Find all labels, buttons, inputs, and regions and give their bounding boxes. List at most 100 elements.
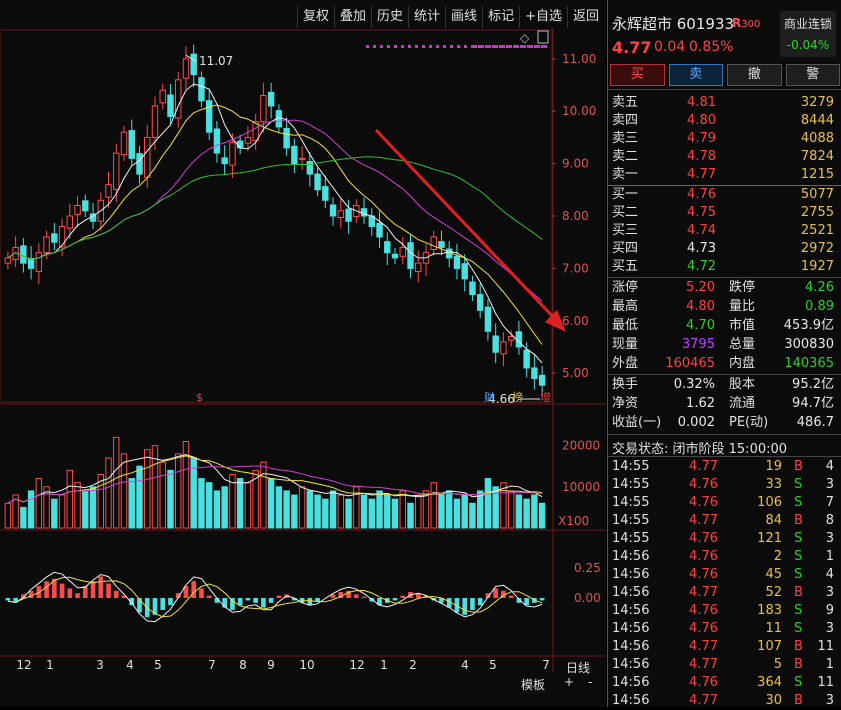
tick-count: 3	[825, 531, 834, 546]
total-volume-value: 300830	[784, 337, 834, 352]
volume-bar	[175, 453, 182, 529]
mark-button[interactable]: 标记	[482, 6, 519, 28]
r-tag-number: 300	[741, 19, 761, 30]
sector-box[interactable]: 商业连锁 -0.04%	[780, 11, 836, 57]
macd-bar	[90, 581, 96, 598]
tick-volume: 5	[773, 657, 782, 672]
zoom-in-button[interactable]: +	[564, 675, 575, 689]
macd-bar	[292, 598, 297, 601]
event-marker: 增	[540, 390, 551, 404]
price-change-pct: 0.85%	[689, 39, 734, 55]
volume-bar	[384, 494, 391, 529]
candle-body	[27, 257, 35, 269]
buy-button[interactable]: 买	[610, 64, 665, 86]
low-value: 4.70	[686, 318, 715, 333]
template-button[interactable]: 模板	[521, 678, 546, 692]
candle-body	[492, 335, 499, 353]
bid-label: 买五	[612, 259, 639, 274]
candle-body	[376, 222, 383, 238]
volume-bar	[353, 486, 360, 529]
volume-bar	[407, 502, 414, 529]
macd-bar	[539, 598, 545, 601]
ask-volume: 8444	[800, 113, 834, 128]
price-tick-label: 10.00	[562, 104, 596, 118]
candle-body	[128, 130, 135, 159]
tick-row: 14:56 4.77 52 B 3	[608, 584, 841, 602]
sell-button[interactable]: 卖	[668, 64, 723, 86]
volume-bar	[58, 494, 66, 529]
back-button[interactable]: 返回	[566, 6, 604, 28]
period-label[interactable]: 日线	[566, 661, 591, 675]
tick-direction: B	[794, 693, 803, 708]
candle-body	[399, 246, 406, 257]
candle-body	[461, 263, 468, 280]
fuquan-button[interactable]: 复权	[296, 6, 334, 28]
ask-volume: 3279	[800, 95, 834, 110]
indicator-dot	[380, 45, 383, 48]
macd-bar	[245, 598, 251, 601]
volume-bar	[12, 494, 19, 529]
candle-body	[105, 184, 112, 198]
indicator-dot	[436, 45, 439, 48]
ask-row: 卖四 4.80 8444	[608, 112, 841, 130]
volume-bar	[314, 494, 321, 529]
limit-down-value: 4.26	[805, 280, 834, 295]
tick-time: 14:56	[612, 693, 650, 708]
outer-value: 160465	[665, 356, 715, 371]
history-button[interactable]: 历史	[371, 6, 408, 28]
bid-price: 4.74	[687, 223, 716, 238]
indicator-dot	[387, 45, 390, 48]
tick-direction: S	[794, 567, 803, 582]
tick-count: 8	[825, 513, 834, 528]
zoom-out-button[interactable]: -	[588, 675, 593, 689]
volume-bar	[120, 453, 128, 529]
add-watchlist-button[interactable]: +自选	[519, 6, 567, 28]
volume-bar	[74, 482, 81, 529]
ask-row: 卖一 4.77 1215	[608, 166, 841, 184]
macd-bar	[524, 598, 529, 606]
candle-body	[391, 253, 399, 259]
macd-bar	[82, 586, 88, 598]
tick-row: 14:56 4.77 5 B 1	[608, 656, 841, 674]
cancel-order-button[interactable]: 撤	[727, 64, 782, 86]
statistics-button[interactable]: 统计	[408, 6, 445, 28]
alert-button[interactable]: 警	[785, 64, 840, 86]
indicator-dot	[443, 45, 446, 48]
indicator-dot	[534, 45, 540, 48]
inner-value: 140365	[784, 356, 834, 371]
overlay-button[interactable]: 叠加	[334, 6, 371, 28]
high-pointer	[185, 54, 197, 62]
dif-line	[7, 571, 543, 623]
volume-bar	[35, 478, 43, 529]
macd-bar	[28, 590, 34, 598]
chart-area[interactable]: 11.07 4.66 ◇ $ 财榜增 11.00 10.00 9.00 8.00 7.00 6.0…	[0, 0, 606, 707]
macd-bar	[230, 598, 235, 610]
candle-body	[74, 205, 81, 215]
candle-body	[291, 145, 298, 165]
candle-body	[345, 208, 352, 222]
candle-body	[229, 142, 236, 166]
macd-bar	[75, 593, 80, 598]
macd-bar	[106, 583, 111, 598]
candle-body	[469, 281, 476, 296]
price-tick-label: 6.00	[562, 314, 589, 328]
macd-bar	[392, 598, 398, 601]
macd-bar	[508, 595, 514, 598]
bid-volume: 5077	[800, 187, 834, 202]
bid-row: 买三 4.74 2521	[608, 222, 841, 240]
month-label: 1	[380, 658, 388, 672]
month-label: 9	[267, 658, 275, 672]
candle-body	[190, 53, 197, 76]
tick-volume: 11	[765, 621, 782, 636]
volume-bar	[20, 506, 27, 529]
draw-line-button[interactable]: 画线	[445, 6, 482, 28]
indicator-dot	[520, 45, 526, 48]
indicator-dot	[415, 45, 418, 48]
tick-time: 14:55	[612, 531, 650, 546]
tick-row: 14:55 4.77 84 B 8	[608, 512, 841, 530]
kline-charts[interactable]: 11.074.66◇$ 财榜增 11.0010.009.008.007.006.0…	[0, 0, 606, 707]
tick-row: 14:55 4.76 106 S 7	[608, 494, 841, 512]
month-label: 2	[409, 658, 417, 672]
macd-bar	[307, 598, 313, 606]
candle-body	[531, 367, 538, 379]
